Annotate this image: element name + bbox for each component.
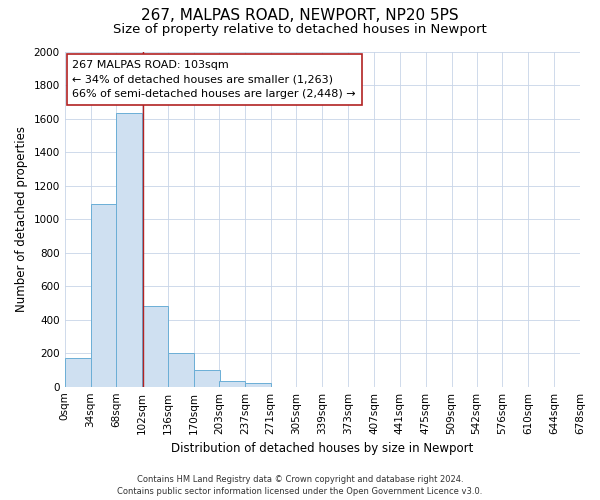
Bar <box>142 306 168 386</box>
Bar <box>194 370 220 386</box>
Bar <box>245 384 271 386</box>
Text: Contains HM Land Registry data © Crown copyright and database right 2024.
Contai: Contains HM Land Registry data © Crown c… <box>118 474 482 496</box>
Text: 267 MALPAS ROAD: 103sqm
← 34% of detached houses are smaller (1,263)
66% of semi: 267 MALPAS ROAD: 103sqm ← 34% of detache… <box>73 60 356 100</box>
Bar <box>219 381 245 386</box>
Text: Size of property relative to detached houses in Newport: Size of property relative to detached ho… <box>113 22 487 36</box>
Text: 267, MALPAS ROAD, NEWPORT, NP20 5PS: 267, MALPAS ROAD, NEWPORT, NP20 5PS <box>141 8 459 22</box>
Bar <box>168 353 194 386</box>
Bar <box>91 204 116 386</box>
Y-axis label: Number of detached properties: Number of detached properties <box>15 126 28 312</box>
Bar <box>65 358 91 386</box>
X-axis label: Distribution of detached houses by size in Newport: Distribution of detached houses by size … <box>171 442 473 455</box>
Bar <box>116 112 142 386</box>
